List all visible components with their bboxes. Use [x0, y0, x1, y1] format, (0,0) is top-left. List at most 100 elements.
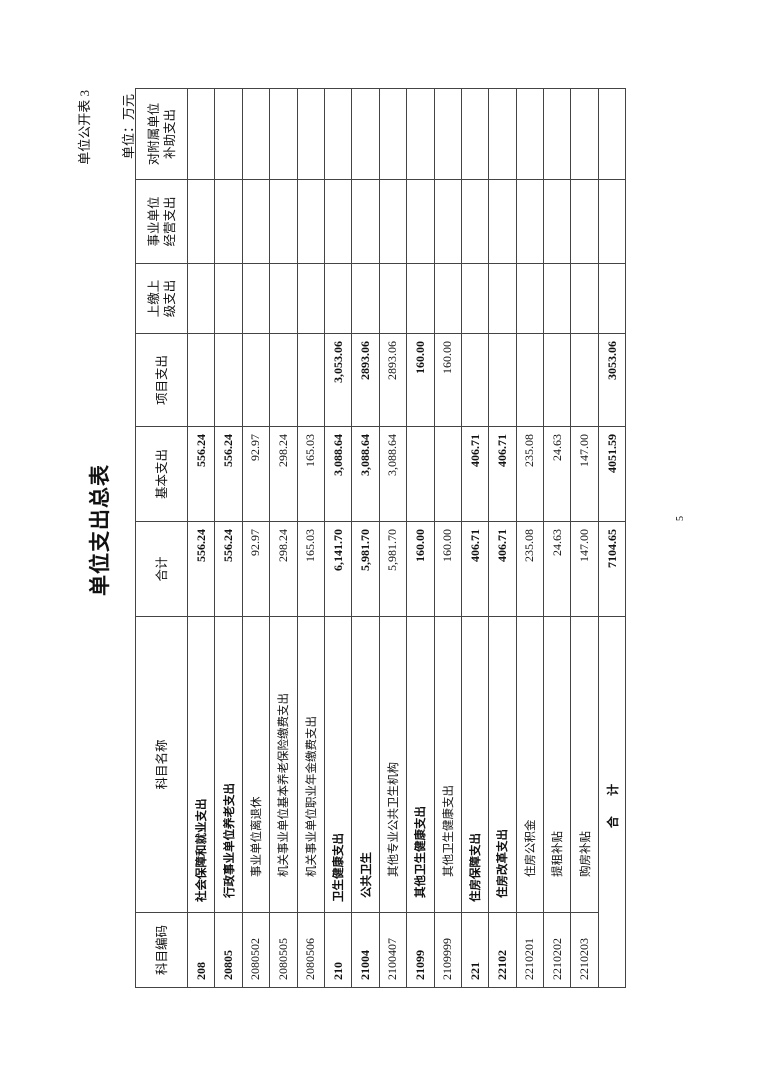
row-project	[297, 333, 325, 427]
row-name: 卫生健康支出	[324, 616, 352, 913]
row-project: 2893.06	[351, 333, 380, 427]
row-subsidy	[570, 88, 599, 180]
page-title: 单位支出总表	[88, 464, 112, 596]
col-upper: 上缴上级支出	[135, 263, 188, 334]
row-name: 公共卫生	[351, 616, 380, 913]
row-basic: 556.24	[187, 426, 215, 522]
row-total: 160.00	[406, 521, 435, 617]
row-code: 2080506	[297, 912, 325, 988]
row-name: 事业单位离退休	[242, 616, 270, 913]
row-subsidy	[461, 88, 489, 180]
row-name: 购房补贴	[570, 616, 599, 913]
table-row: 2210203 购房补贴 147.00 147.00	[570, 88, 599, 988]
row-business	[434, 179, 462, 264]
row-total: 165.03	[297, 521, 325, 617]
row-basic: 556.24	[214, 426, 243, 522]
row-upper	[516, 263, 544, 334]
row-code: 2080502	[242, 912, 270, 988]
row-total: 24.63	[543, 521, 571, 617]
row-upper	[297, 263, 325, 334]
row-basic: 24.63	[543, 426, 571, 522]
header-row: 科目编码 科目名称 合计 基本支出 项目支出 上缴上级支出 事业单位经营支出 对…	[135, 88, 188, 988]
row-total: 406.71	[488, 521, 517, 617]
table-row: 2100407 其他专业公共卫生机构 5,981.70 3,088.64 2893.06	[379, 88, 407, 988]
row-project	[570, 333, 599, 427]
row-subsidy	[406, 88, 435, 180]
row-upper	[543, 263, 571, 334]
row-subsidy	[434, 88, 462, 180]
row-subsidy	[297, 88, 325, 180]
table-row: 2109999 其他卫生健康支出 160.00 160.00	[434, 88, 462, 988]
row-project	[543, 333, 571, 427]
row-code: 21004	[351, 912, 380, 988]
row-total: 147.00	[570, 521, 599, 617]
row-basic: 92.97	[242, 426, 270, 522]
row-basic: 3,088.64	[324, 426, 352, 522]
row-project	[187, 333, 215, 427]
row-basic: 147.00	[570, 426, 599, 522]
table-row: 2210202 提租补贴 24.63 24.63	[543, 88, 571, 988]
row-project: 160.00	[434, 333, 462, 427]
row-business	[214, 179, 243, 264]
row-name: 行政事业单位养老支出	[214, 616, 243, 913]
row-total: 5,981.70	[379, 521, 407, 617]
col-total: 合计	[135, 521, 188, 617]
table-row: 2080505 机关事业单位基本养老保险缴费支出 298.24 298.24	[269, 88, 298, 988]
row-code: 2210202	[543, 912, 571, 988]
row-code: 2100407	[379, 912, 407, 988]
row-name: 住房公积金	[516, 616, 544, 913]
row-subsidy	[187, 88, 215, 180]
row-project: 160.00	[406, 333, 435, 427]
row-upper	[379, 263, 407, 334]
row-code: 21099	[406, 912, 435, 988]
table-row: 2210201 住房公积金 235.08 235.08	[516, 88, 544, 988]
table-row: 20805 行政事业单位养老支出 556.24 556.24	[214, 88, 243, 988]
row-business	[324, 179, 352, 264]
row-business	[461, 179, 489, 264]
total-row: 合 计 7104.65 4051.59 3053.06	[598, 88, 626, 988]
row-project	[269, 333, 298, 427]
total-business	[598, 179, 626, 264]
row-name: 其他卫生健康支出	[434, 616, 462, 913]
row-basic: 3,088.64	[379, 426, 407, 522]
table-row: 2080506 机关事业单位职业年金缴费支出 165.03 165.03	[297, 88, 325, 988]
row-upper	[434, 263, 462, 334]
row-upper	[461, 263, 489, 334]
row-basic: 298.24	[269, 426, 298, 522]
row-business	[187, 179, 215, 264]
row-name: 社会保障和就业支出	[187, 616, 215, 913]
row-business	[543, 179, 571, 264]
row-name: 提租补贴	[543, 616, 571, 913]
row-basic: 406.71	[461, 426, 489, 522]
row-business	[242, 179, 270, 264]
row-upper	[570, 263, 599, 334]
row-upper	[324, 263, 352, 334]
row-total: 556.24	[214, 521, 243, 617]
row-basic: 3,088.64	[351, 426, 380, 522]
table-row: 22102 住房改革支出 406.71 406.71	[488, 88, 517, 988]
row-project	[461, 333, 489, 427]
row-upper	[269, 263, 298, 334]
total-subsidy	[598, 88, 626, 180]
row-project	[214, 333, 243, 427]
total-total: 7104.65	[598, 521, 626, 617]
row-upper	[406, 263, 435, 334]
row-total: 6,141.70	[324, 521, 352, 617]
row-business	[379, 179, 407, 264]
row-code: 22102	[488, 912, 517, 988]
row-name: 住房保障支出	[461, 616, 489, 913]
row-upper	[187, 263, 215, 334]
row-code: 2109999	[434, 912, 462, 988]
table-row: 2080502 事业单位离退休 92.97 92.97	[242, 88, 270, 988]
row-name: 机关事业单位职业年金缴费支出	[297, 616, 325, 913]
row-name: 住房改革支出	[488, 616, 517, 913]
row-business	[269, 179, 298, 264]
col-code: 科目编码	[135, 912, 188, 988]
row-upper	[351, 263, 380, 334]
row-code: 221	[461, 912, 489, 988]
row-total: 235.08	[516, 521, 544, 617]
row-subsidy	[214, 88, 243, 180]
row-upper	[214, 263, 243, 334]
row-business	[406, 179, 435, 264]
